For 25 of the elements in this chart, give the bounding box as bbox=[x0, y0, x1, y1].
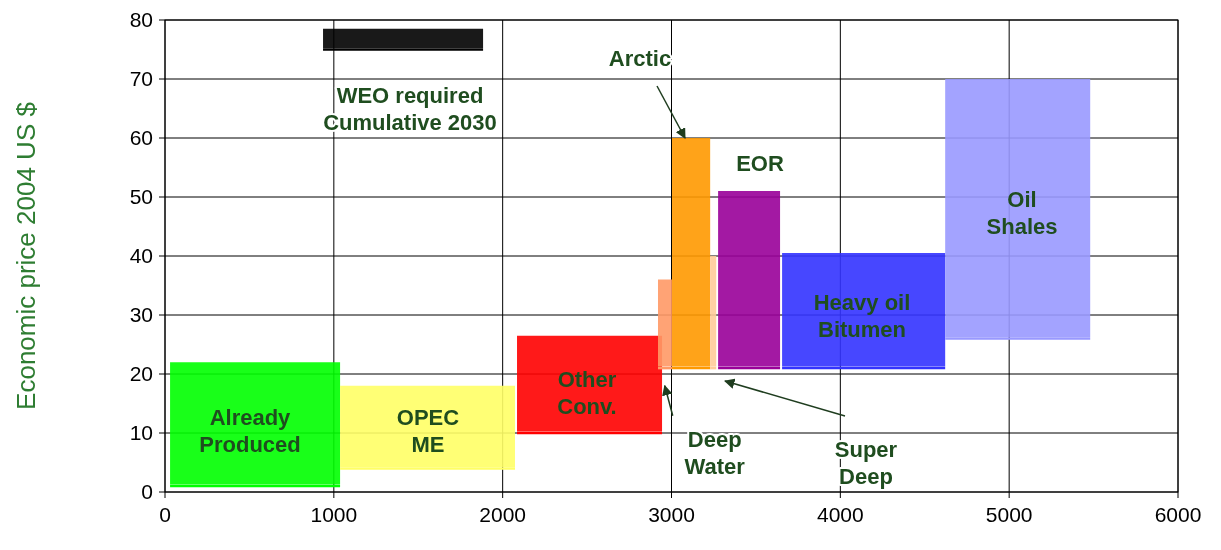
x-tick-label: 3000 bbox=[648, 503, 695, 526]
y-tick-label: 20 bbox=[129, 362, 153, 385]
y-axis-title: Economic price 2004 US $ bbox=[11, 101, 41, 410]
annotation: Arctic bbox=[608, 46, 672, 71]
x-tick-label: 2000 bbox=[479, 503, 527, 526]
y-tick-label: 60 bbox=[129, 126, 153, 149]
x-tick-label: 4000 bbox=[816, 503, 864, 526]
annotation: Already Produced bbox=[199, 405, 301, 457]
annotation: Other Conv. bbox=[557, 367, 617, 419]
x-tick-label: 1000 bbox=[310, 503, 358, 526]
x-tick-label: 0 bbox=[159, 503, 171, 526]
y-tick-label: 70 bbox=[129, 67, 153, 90]
y-tick-label: 10 bbox=[129, 421, 153, 444]
annotation: Heavy oil Bitumen bbox=[813, 290, 911, 342]
annotation: OPEC ME bbox=[396, 405, 460, 457]
y-tick-label: 50 bbox=[129, 185, 153, 208]
x-tick-label: 6000 bbox=[1154, 503, 1202, 526]
annotation: Oil Shales bbox=[986, 187, 1058, 239]
y-tick-label: 30 bbox=[129, 303, 153, 326]
annotation: EOR bbox=[736, 151, 784, 176]
y-tick-label: 80 bbox=[129, 8, 153, 31]
x-tick-label: 5000 bbox=[985, 503, 1033, 526]
y-tick-label: 0 bbox=[141, 480, 153, 503]
y-tick-label: 40 bbox=[129, 244, 153, 267]
annotation: Deep Water bbox=[684, 426, 746, 479]
